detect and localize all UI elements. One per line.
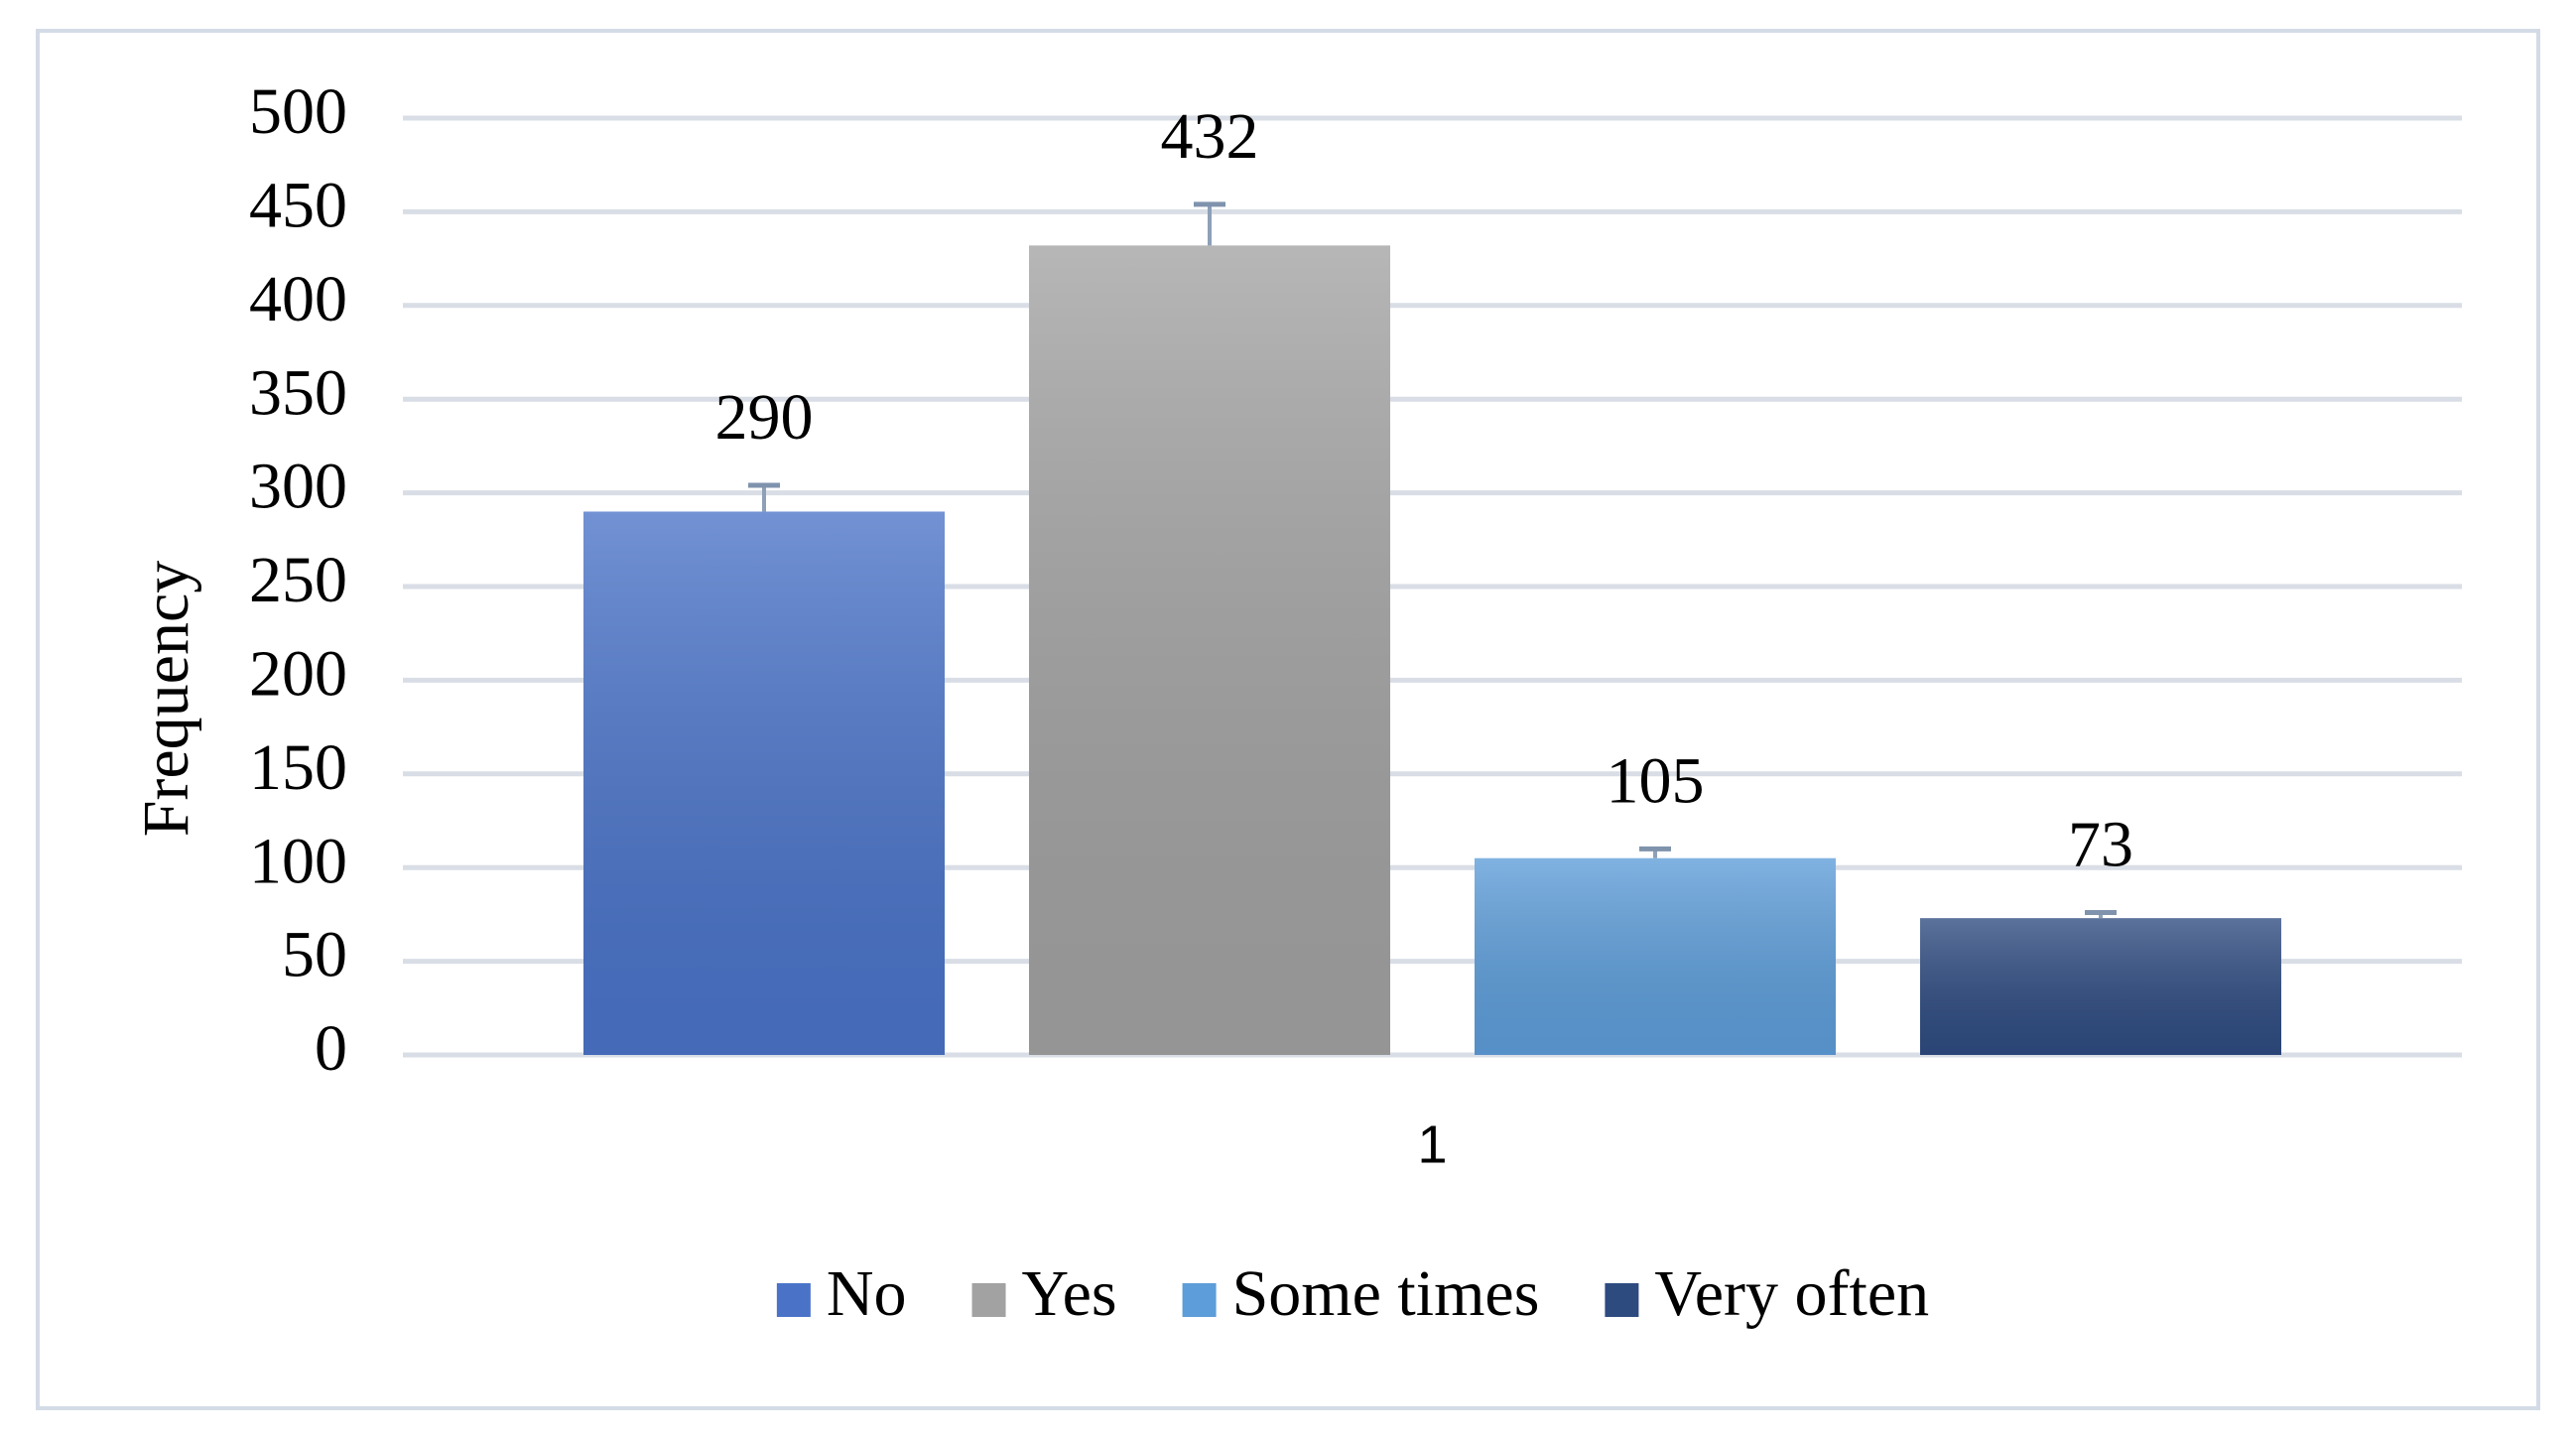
legend-label: Very often <box>1654 1257 1929 1330</box>
bar-shade <box>583 511 945 1055</box>
y-tick-label: 0 <box>315 1012 347 1085</box>
data-label: 73 <box>2068 809 2133 881</box>
bar-shade <box>1029 245 1390 1055</box>
data-label: 290 <box>715 381 814 454</box>
y-tick-label: 200 <box>249 638 347 711</box>
bar-shade <box>1920 918 2281 1055</box>
legend-label: Some times <box>1232 1257 1540 1330</box>
legend-swatch <box>1182 1283 1217 1317</box>
y-tick-label: 300 <box>249 451 347 523</box>
y-tick-label: 100 <box>249 825 347 897</box>
y-tick-label: 400 <box>249 263 347 335</box>
y-tick-label: 350 <box>249 356 347 429</box>
y-tick-label: 150 <box>249 731 347 804</box>
y-tick-label: 250 <box>249 544 347 616</box>
legend-swatch <box>776 1283 811 1317</box>
y-tick-label: 50 <box>282 919 347 991</box>
legend-label: No <box>827 1257 907 1330</box>
bar-shade <box>1475 857 1836 1055</box>
data-label: 432 <box>1161 100 1259 173</box>
y-axis-label: Frequency <box>130 561 202 838</box>
y-tick-label: 450 <box>249 170 347 242</box>
legend-label: Yes <box>1022 1257 1117 1330</box>
y-tick-label: 500 <box>249 75 347 148</box>
legend-swatch <box>1605 1283 1639 1317</box>
x-tick-label: 1 <box>1417 1114 1447 1174</box>
legend-swatch <box>971 1283 1006 1317</box>
data-label: 105 <box>1607 744 1705 817</box>
